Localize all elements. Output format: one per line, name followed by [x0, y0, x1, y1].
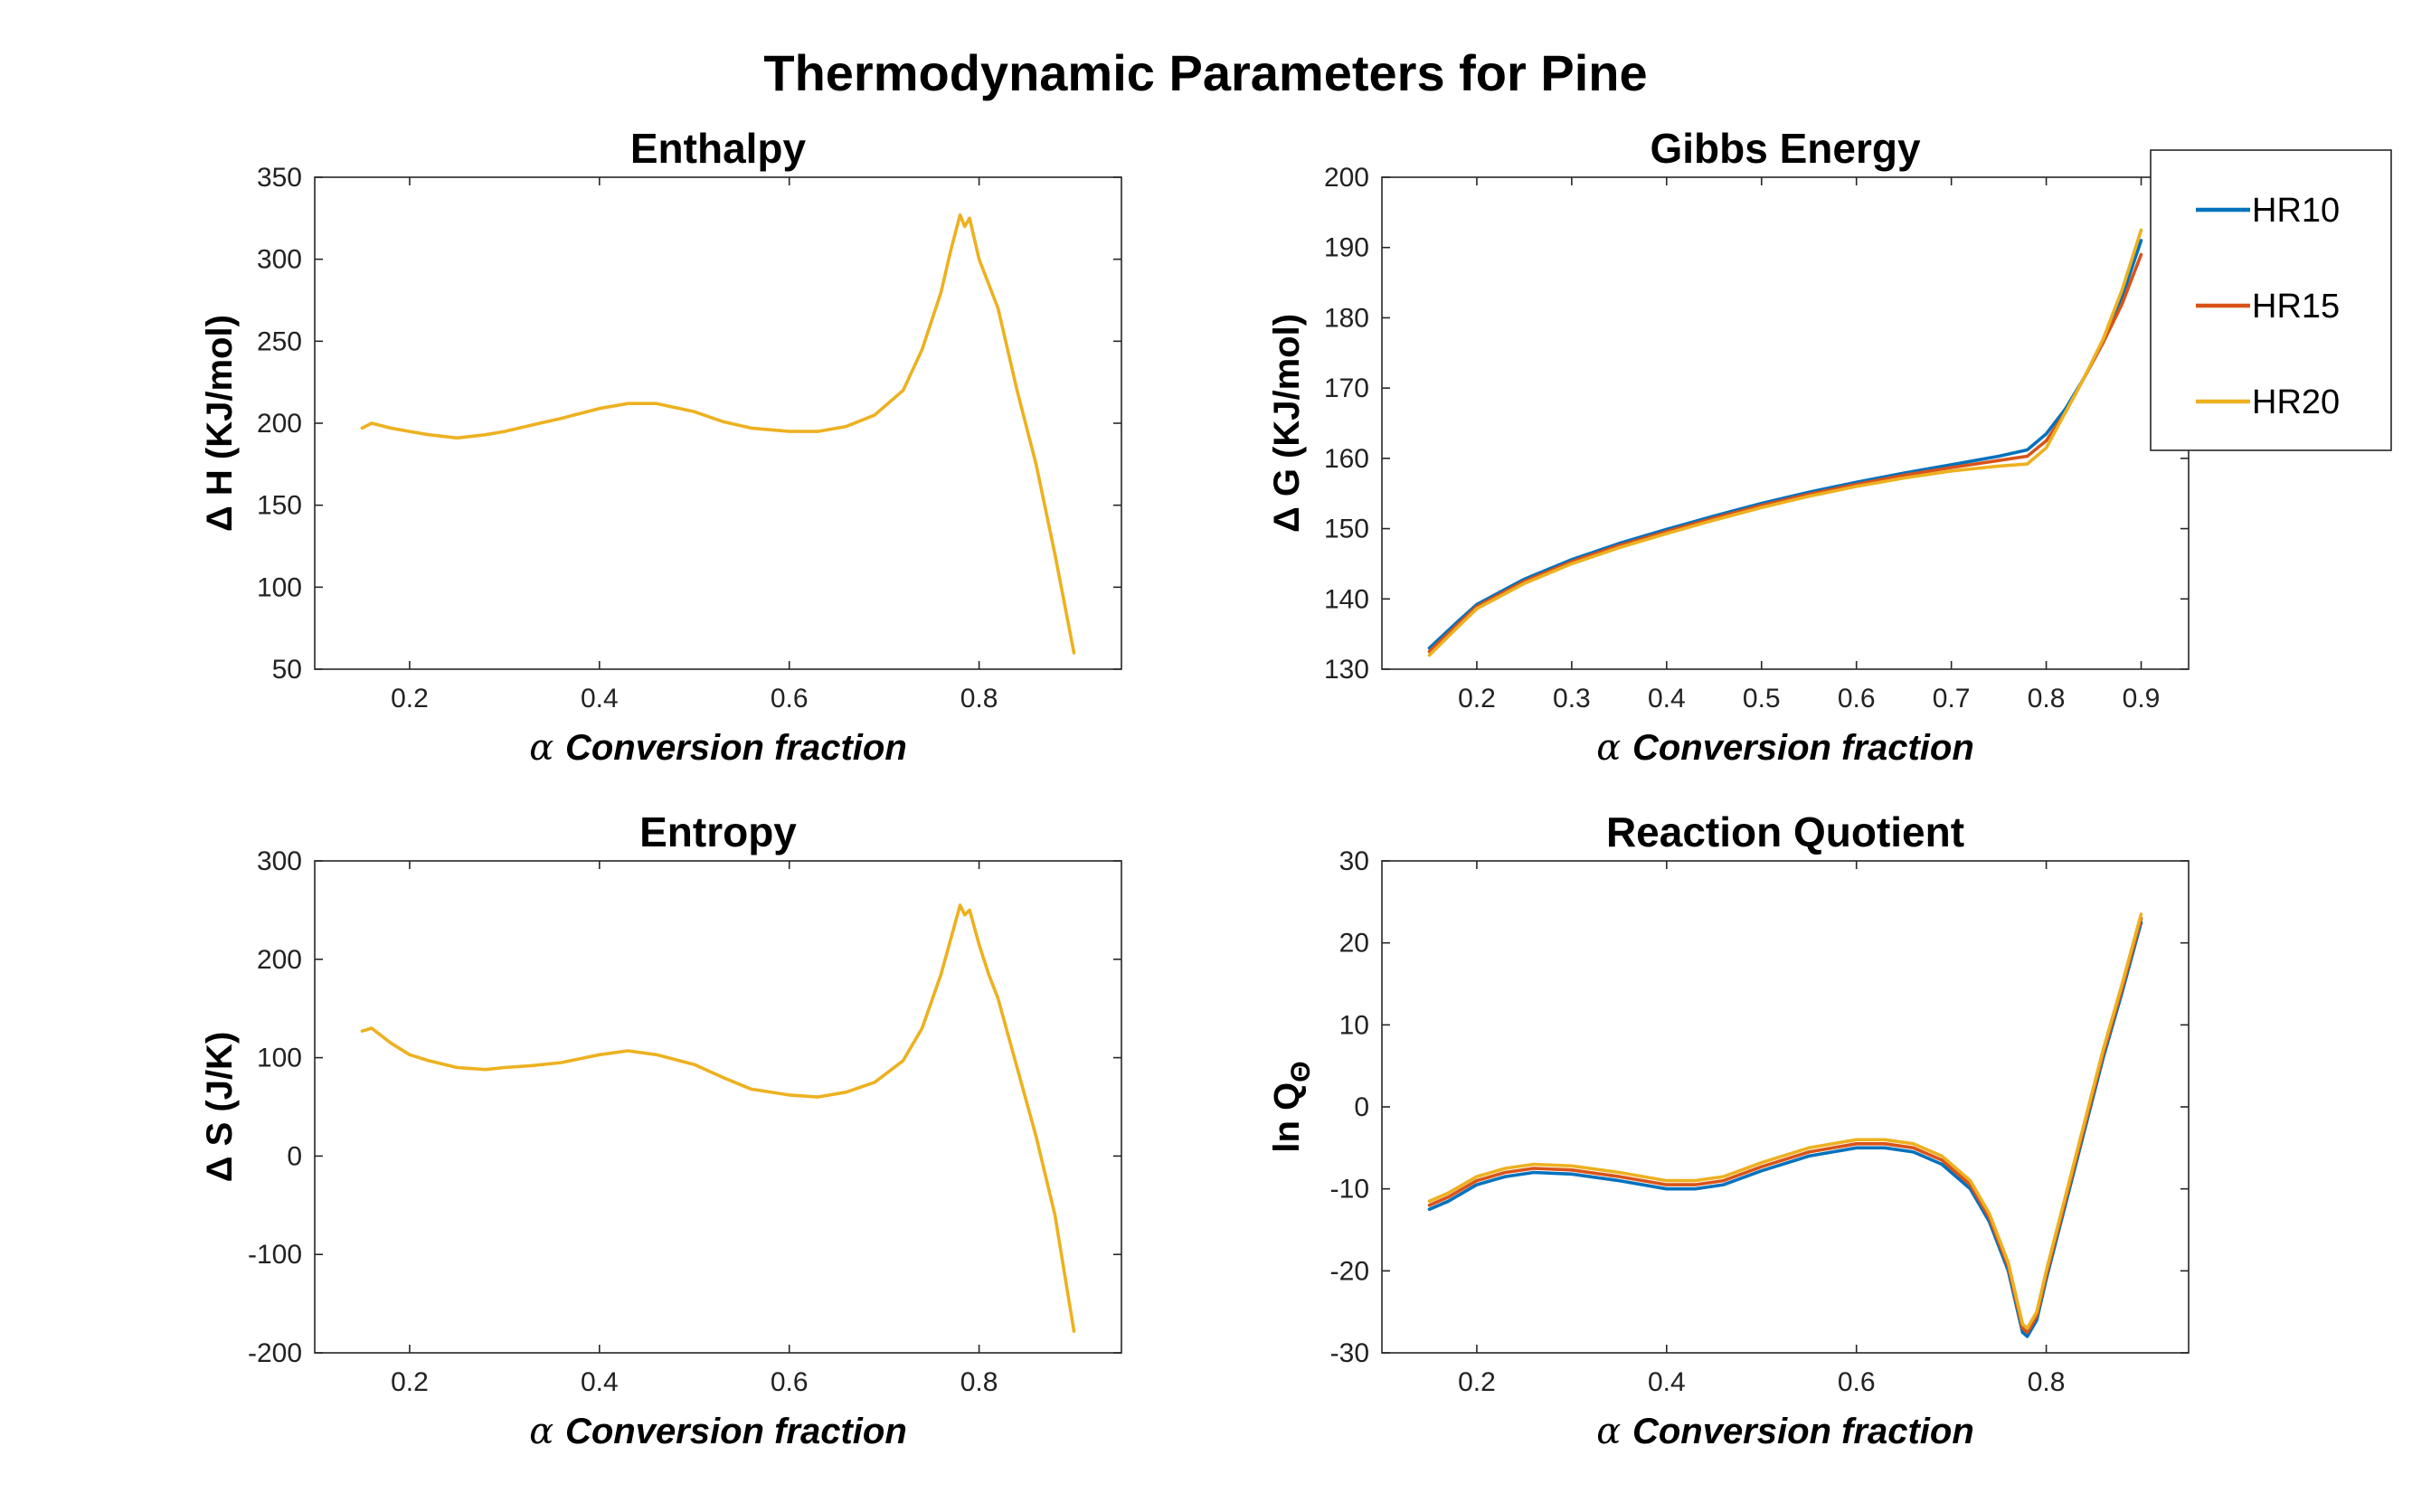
entropy-title: Entropy	[639, 808, 797, 855]
gibbs-energy-ytick-label: 150	[1324, 515, 1369, 544]
enthalpy-xlabel: α Conversion fraction	[529, 727, 907, 769]
reaction-quotient-xlabel-symbol: α	[1596, 1411, 1632, 1452]
reaction-quotient-xtick-label: 0.8	[2028, 1367, 2066, 1397]
gibbs-energy-series-hr20	[1427, 228, 2143, 657]
reaction-quotient-ylabel-text: ln Q	[1267, 1082, 1307, 1153]
reaction-quotient-ylabel-subscript: Θ	[1286, 1061, 1316, 1082]
entropy-panel: Entropy 0.2 0.4 0.6 0.8 -200 -100 0 100 200 300 α C…	[200, 808, 1122, 1452]
gibbs-energy-ytick-label: 140	[1324, 584, 1369, 614]
enthalpy-xtick-label: 0.8	[960, 684, 998, 713]
entropy-series-hr20	[360, 903, 1076, 1333]
gibbs-energy-title: Gibbs Energy	[1650, 125, 1920, 172]
enthalpy-title: Enthalpy	[630, 125, 807, 172]
gibbs-energy-xtick-label: 0.4	[1648, 684, 1686, 713]
enthalpy-ytick-label: 100	[257, 572, 302, 602]
enthalpy-xtick-label: 0.6	[771, 684, 809, 713]
entropy-xlabel: α Conversion fraction	[529, 1411, 907, 1452]
enthalpy-axes-box	[314, 176, 1122, 670]
gibbs-energy-ylabel-text: Δ G (KJ/mol)	[1267, 314, 1307, 533]
legend: HR10 HR15 HR20	[2150, 149, 2392, 451]
entropy-xtick-label: 0.2	[391, 1367, 429, 1397]
entropy-ytick-label: 0	[287, 1141, 302, 1171]
enthalpy-ylabel-text: Δ H (KJ/mol)	[200, 315, 240, 532]
entropy-axes-box	[314, 860, 1122, 1354]
gibbs-energy-xtick-label: 0.7	[1933, 684, 1971, 713]
reaction-quotient-xtick-label: 0.4	[1648, 1367, 1686, 1397]
gibbs-energy-ytick-label: 160	[1324, 444, 1369, 474]
enthalpy-ytick-label: 250	[257, 326, 302, 356]
entropy-xlabel-text: Conversion fraction	[565, 1412, 907, 1451]
reaction-quotient-panel: Reaction Quotient 0.2 0.4 0.6 0.8 -30 -20 -10 0 1…	[1267, 808, 2190, 1452]
enthalpy-xlabel-symbol: α	[529, 727, 565, 769]
gibbs-energy-ytick-label: 170	[1324, 373, 1369, 403]
reaction-quotient-ytick-label: -10	[1330, 1175, 1369, 1205]
reaction-quotient-xtick-label: 0.6	[1838, 1367, 1876, 1397]
enthalpy-panel: Enthalpy 0.2 0.4 0.6 0.8 50 100 150 200 250 300 350…	[200, 125, 1122, 769]
entropy-ylabel-text: Δ S (J/K)	[200, 1032, 240, 1183]
gibbs-energy-xtick-label: 0.6	[1838, 684, 1876, 713]
entropy-ytick-label: 300	[257, 846, 302, 876]
enthalpy-xtick-label: 0.4	[581, 684, 619, 713]
reaction-quotient-ytick-label: -20	[1330, 1256, 1369, 1286]
gibbs-energy-xtick-label: 0.8	[2028, 684, 2066, 713]
entropy-ytick-label: 200	[257, 945, 302, 975]
gibbs-energy-ytick-label: 130	[1324, 655, 1369, 685]
entropy-ylabel: Δ S (J/K)	[200, 1032, 240, 1183]
entropy-ytick-label: -100	[248, 1240, 302, 1270]
enthalpy-series-hr20	[360, 213, 1076, 655]
enthalpy-ytick-label: 200	[257, 409, 302, 439]
gibbs-energy-xtick-label: 0.2	[1458, 684, 1496, 713]
legend-box	[2150, 149, 2392, 451]
gibbs-energy-ytick-label: 200	[1324, 163, 1369, 193]
gibbs-energy-xlabel-symbol: α	[1596, 727, 1632, 769]
reaction-quotient-ytick-label: 20	[1339, 929, 1369, 959]
reaction-quotient-ylabel: ln QΘ	[1267, 1061, 1316, 1152]
enthalpy-ytick-label: 300	[257, 245, 302, 275]
entropy-xtick-label: 0.8	[960, 1367, 998, 1397]
reaction-quotient-ytick-label: 0	[1354, 1092, 1369, 1122]
reaction-quotient-ytick-label: 30	[1339, 846, 1369, 876]
legend-label-hr10: HR10	[2252, 192, 2340, 230]
reaction-quotient-ytick-label: 10	[1339, 1010, 1369, 1040]
reaction-quotient-xlabel: α Conversion fraction	[1596, 1411, 1974, 1452]
gibbs-energy-xlabel: α Conversion fraction	[1596, 727, 1974, 769]
reaction-quotient-axes-box	[1381, 860, 2190, 1354]
legend-label-hr20: HR20	[2252, 383, 2340, 421]
gibbs-energy-xtick-label: 0.3	[1553, 684, 1591, 713]
enthalpy-xtick-label: 0.2	[391, 684, 429, 713]
gibbs-energy-ylabel: Δ G (KJ/mol)	[1267, 314, 1307, 533]
figure-title: Thermodynamic Parameters for Pine	[763, 44, 1647, 101]
gibbs-energy-panel: Gibbs Energy 0.2 0.3 0.4 0.5 0.6 0.7 0.8 0.9 130 1…	[1267, 125, 2190, 769]
entropy-ytick-label: 100	[257, 1044, 302, 1073]
gibbs-energy-xlabel-text: Conversion fraction	[1632, 728, 1974, 768]
enthalpy-xlabel-text: Conversion fraction	[565, 728, 907, 768]
reaction-quotient-ytick-label: -30	[1330, 1338, 1369, 1368]
reaction-quotient-series-hr20	[1427, 912, 2143, 1330]
reaction-quotient-xtick-label: 0.2	[1458, 1367, 1496, 1397]
entropy-xtick-label: 0.6	[771, 1367, 809, 1397]
reaction-quotient-title: Reaction Quotient	[1606, 808, 1964, 855]
gibbs-energy-xtick-label: 0.5	[1743, 684, 1781, 713]
gibbs-energy-ytick-label: 180	[1324, 303, 1369, 333]
enthalpy-ylabel: Δ H (KJ/mol)	[200, 315, 240, 532]
gibbs-energy-ytick-label: 190	[1324, 233, 1369, 263]
entropy-xtick-label: 0.4	[581, 1367, 619, 1397]
entropy-xlabel-symbol: α	[529, 1411, 565, 1452]
reaction-quotient-xlabel-text: Conversion fraction	[1632, 1412, 1974, 1451]
entropy-ytick-label: -200	[248, 1338, 302, 1368]
gibbs-energy-xtick-label: 0.9	[2123, 684, 2161, 713]
enthalpy-ytick-label: 150	[257, 491, 302, 521]
legend-label-hr15: HR15	[2252, 288, 2340, 326]
enthalpy-ytick-label: 350	[257, 163, 302, 193]
enthalpy-ytick-label: 50	[272, 655, 302, 685]
